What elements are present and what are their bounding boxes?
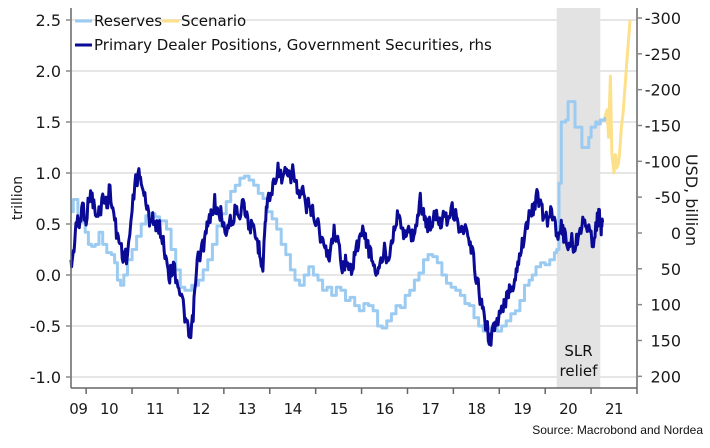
y-axis-left-title: trillion bbox=[10, 176, 26, 220]
y-right-tick-label: -50 bbox=[655, 188, 681, 207]
series-line-primary-dealer-positions bbox=[69, 161, 605, 347]
y-left-tick-label: -0.5 bbox=[30, 317, 61, 336]
slr-relief-shaded-region bbox=[556, 8, 601, 388]
legend-label-primary-dealer: Primary Dealer Positions, Government Sec… bbox=[94, 36, 492, 54]
x-tick-label: 10 bbox=[100, 400, 118, 418]
slr-relief-label-line2: relief bbox=[560, 362, 599, 380]
x-tick-label: 14 bbox=[284, 400, 302, 418]
source-note: Source: Macrobond and Nordea bbox=[532, 423, 703, 437]
y-right-tick-label: 100 bbox=[650, 296, 681, 315]
y-right-tick-label: -300 bbox=[645, 9, 681, 28]
x-tick-label: 18 bbox=[467, 400, 485, 418]
series-line-scenario bbox=[603, 19, 632, 175]
x-tick-label: 17 bbox=[421, 400, 439, 418]
y-right-tick-label: -100 bbox=[645, 152, 681, 171]
y-axis-right-title: USD, billion bbox=[682, 154, 701, 246]
series-line-reserves bbox=[71, 100, 607, 333]
x-tick-label: 19 bbox=[513, 400, 531, 418]
x-tick-label: 15 bbox=[330, 400, 348, 418]
x-tick-label: 16 bbox=[375, 400, 393, 418]
x-tick-label: 12 bbox=[192, 400, 210, 418]
gridlines bbox=[71, 19, 637, 378]
axes: 2.5 2.0 1.5 1.0 0.5 0.0 -0.5 -1.0 -300 -250 -200 -1… bbox=[30, 8, 681, 418]
x-tick-label: 20 bbox=[559, 400, 577, 418]
x-tick-label: 13 bbox=[238, 400, 256, 418]
y-left-tick-label: 1.0 bbox=[36, 164, 61, 183]
y-left-tick-label: 2.5 bbox=[36, 11, 61, 30]
y-left-tick-label: 2.0 bbox=[36, 62, 61, 81]
y-right-tick-label: -200 bbox=[645, 81, 681, 100]
y-right-tick-label: -250 bbox=[645, 45, 681, 64]
x-tick-label: 11 bbox=[146, 400, 164, 418]
y-left-tick-label: 0.5 bbox=[36, 215, 61, 234]
legend: Reserves Scenario Primary Dealer Positions… bbox=[75, 12, 492, 54]
y-left-tick-label: 0.0 bbox=[36, 266, 61, 285]
slr-relief-label-line1: SLR bbox=[564, 342, 592, 360]
legend-label-scenario: Scenario bbox=[181, 12, 246, 30]
series-layer bbox=[69, 19, 632, 347]
y-right-tick-label: 150 bbox=[650, 332, 681, 351]
y-right-tick-label: -150 bbox=[645, 117, 681, 136]
legend-label-reserves: Reserves bbox=[94, 12, 162, 30]
y-right-tick-label: 50 bbox=[661, 260, 681, 279]
x-tick-label: 21 bbox=[605, 400, 623, 418]
y-right-tick-label: 200 bbox=[650, 367, 681, 386]
x-tick-label: 09 bbox=[69, 400, 87, 418]
y-left-tick-label: -1.0 bbox=[30, 368, 61, 387]
y-right-tick-label: 0 bbox=[671, 224, 681, 243]
y-left-tick-label: 1.5 bbox=[36, 113, 61, 132]
